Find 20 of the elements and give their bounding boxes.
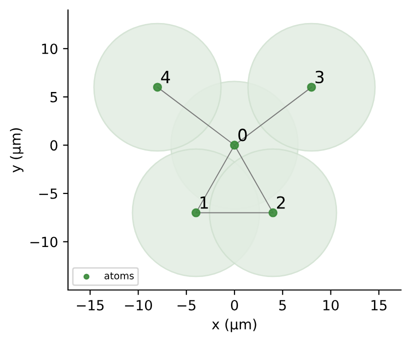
y-tick-label: 10: [42, 44, 58, 54]
x-tick-label: 15: [372, 300, 386, 310]
x-axis-title: x (µm): [212, 318, 256, 332]
legend-label: atoms: [104, 272, 134, 280]
y-tick-label: −10: [30, 236, 58, 248]
y-tick-label: −5: [39, 188, 58, 199]
x-tick-label: −10: [125, 300, 152, 310]
x-tick-label: 10: [323, 300, 339, 310]
x-tick-label: −15: [76, 300, 104, 310]
annotation: 1: [200, 196, 208, 209]
x-tick-label: 5: [279, 300, 286, 310]
y-tick-label: 5: [50, 92, 58, 102]
y-axis-title: y (µm): [10, 128, 24, 173]
x-tick-label: −5: [178, 300, 196, 310]
annotation: 4: [161, 70, 170, 84]
annotation: 3: [316, 70, 324, 84]
x-tick-label: 0: [230, 300, 238, 310]
annotation: 0: [238, 128, 247, 142]
annotation: 2: [276, 196, 285, 209]
y-tick-label: 0: [50, 140, 58, 151]
